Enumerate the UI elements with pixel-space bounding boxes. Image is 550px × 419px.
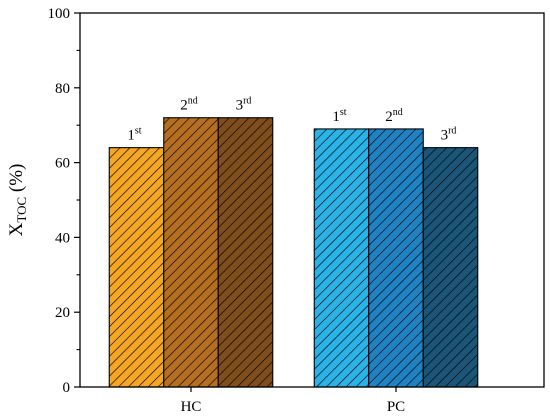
- bar-label-suffix: rd: [243, 96, 251, 107]
- bar-label-number: 1: [127, 128, 135, 144]
- bar-label-number: 2: [385, 109, 393, 125]
- bar-pc-3: [422, 147, 479, 388]
- bar-hc-3: [217, 117, 274, 388]
- bar-label-number: 3: [441, 128, 449, 144]
- bar-label-suffix: nd: [393, 107, 403, 118]
- y-axis-title: XTOC (%): [6, 164, 29, 237]
- y-axis-title-sub: TOC: [14, 197, 29, 223]
- bar-hatch: [218, 117, 273, 387]
- y-tick-label: 100: [48, 6, 71, 22]
- y-tick-label: 80: [55, 81, 70, 97]
- bar-pc-2: [368, 128, 424, 388]
- x-tick-label: HC: [181, 399, 202, 415]
- bar-label: 3rd: [236, 96, 252, 114]
- y-axis-title-main: X: [6, 222, 27, 236]
- bar-hatch: [163, 117, 219, 387]
- bar-label: 1st: [127, 126, 141, 144]
- bar-hc-1: [108, 147, 165, 388]
- bar-label: 1st: [332, 107, 346, 125]
- bar-hatch: [368, 128, 424, 387]
- x-tick-label: PC: [387, 399, 405, 415]
- y-tick-label: 40: [55, 230, 70, 246]
- bar-hc-2: [163, 117, 219, 388]
- y-tick-label: 0: [63, 380, 71, 396]
- y-axis: 0 20 40 60 80 100: [48, 6, 80, 396]
- bar-label: 2nd: [385, 107, 403, 125]
- bar-hatch: [109, 147, 164, 387]
- bar-label-number: 2: [180, 98, 188, 114]
- x-axis: HC PC: [181, 387, 405, 415]
- bar-label-suffix: rd: [448, 126, 456, 137]
- bar-label: 2nd: [180, 96, 198, 114]
- bar-label-number: 1: [332, 109, 340, 125]
- y-tick-label: 60: [55, 156, 70, 172]
- bar-hatch: [423, 147, 478, 387]
- bar-label-suffix: nd: [188, 96, 198, 107]
- bar-label-number: 3: [236, 98, 244, 114]
- bar-label-suffix: st: [135, 126, 142, 137]
- bars-layer: [108, 117, 479, 388]
- y-tick-label: 20: [55, 305, 70, 321]
- bar-label: 3rd: [441, 126, 457, 144]
- y-axis-title-suffix: (%): [6, 164, 27, 197]
- bar-pc-1: [313, 128, 370, 388]
- bar-hatch: [314, 128, 369, 387]
- bar-label-suffix: st: [340, 107, 347, 118]
